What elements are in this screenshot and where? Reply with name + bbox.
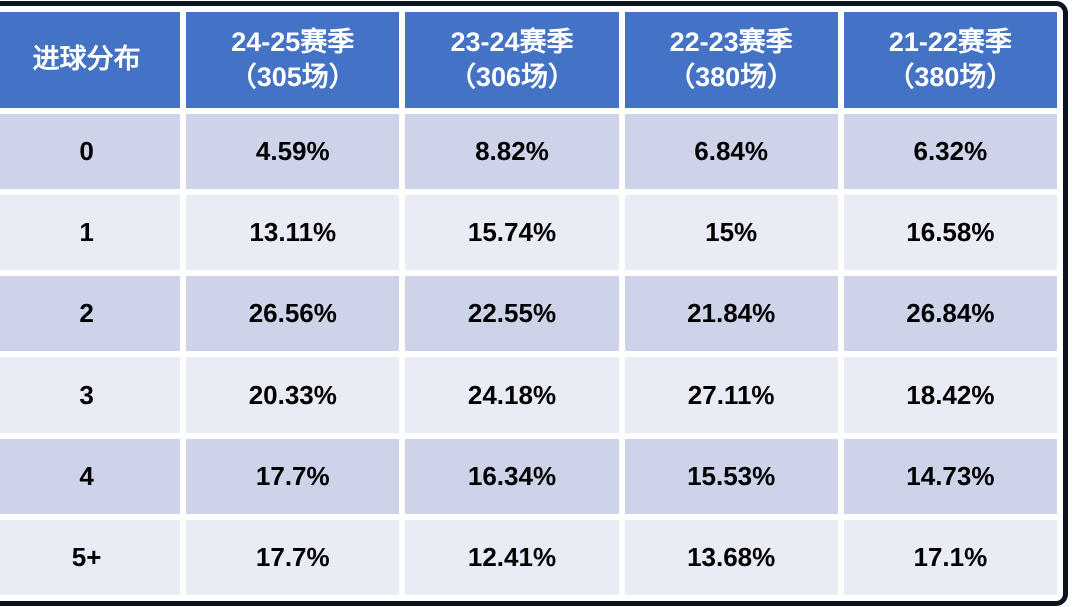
table-cell: 16.34%	[405, 438, 619, 514]
row-label: 1	[0, 195, 181, 271]
header-cell-season-24-25: 24-25赛季 （305场）	[186, 12, 400, 108]
table-cell: 15.53%	[624, 438, 838, 514]
row-label: 3	[0, 357, 181, 433]
table-cell: 27.11%	[624, 357, 838, 433]
table-row-goals-1: 1 13.11% 15.74% 15% 16.58%	[0, 195, 1057, 271]
table-cell: 8.82%	[405, 114, 619, 190]
goal-distribution-table: 进球分布 24-25赛季 （305场） 23-24赛季 （306场） 22-23…	[0, 6, 1063, 601]
season-label: 21-22赛季	[888, 26, 1012, 57]
table-cell: 26.56%	[186, 276, 400, 352]
row-label: 4	[0, 438, 181, 514]
table-cell: 20.33%	[186, 357, 400, 433]
table-cell: 14.73%	[843, 438, 1057, 514]
header-cell-season-23-24: 23-24赛季 （306场）	[405, 12, 619, 108]
table-cell: 12.41%	[405, 519, 619, 595]
table-cell: 17.1%	[843, 519, 1057, 595]
table-row-goals-3: 3 20.33% 24.18% 27.11% 18.42%	[0, 357, 1057, 433]
table-cell: 21.84%	[624, 276, 838, 352]
table-cell: 26.84%	[843, 276, 1057, 352]
season-label: 24-25赛季	[231, 26, 355, 57]
table-cell: 4.59%	[186, 114, 400, 190]
table-row-goals-2: 2 26.56% 22.55% 21.84% 26.84%	[0, 276, 1057, 352]
header-cell-season-22-23: 22-23赛季 （380场）	[624, 12, 838, 108]
season-matches: （380场）	[668, 62, 795, 92]
table-row-goals-5plus: 5+ 17.7% 12.41% 13.68% 17.1%	[0, 519, 1057, 595]
table-cell: 22.55%	[405, 276, 619, 352]
table-cell: 24.18%	[405, 357, 619, 433]
table-cell: 15%	[624, 195, 838, 271]
season-matches: （306场）	[448, 62, 575, 92]
table-cell: 17.7%	[186, 519, 400, 595]
table-cell: 13.11%	[186, 195, 400, 271]
table-cell: 13.68%	[624, 519, 838, 595]
row-label: 0	[0, 114, 181, 190]
corner-label: 进球分布	[32, 44, 141, 75]
table-row-goals-4: 4 17.7% 16.34% 15.53% 14.73%	[0, 438, 1057, 514]
table-cell: 17.7%	[186, 438, 400, 514]
season-matches: （380场）	[887, 62, 1014, 92]
table-cell: 6.84%	[624, 114, 838, 190]
row-label: 5+	[0, 519, 181, 595]
season-label: 23-24赛季	[450, 26, 574, 57]
table-cell: 18.42%	[843, 357, 1057, 433]
season-label: 22-23赛季	[669, 26, 793, 57]
row-label: 2	[0, 276, 181, 352]
header-row: 进球分布 24-25赛季 （305场） 23-24赛季 （306场） 22-23…	[0, 12, 1057, 108]
season-matches: （305场）	[229, 62, 356, 92]
table-cell: 16.58%	[843, 195, 1057, 271]
table-cell: 6.32%	[843, 114, 1057, 190]
table-cell: 15.74%	[405, 195, 619, 271]
header-cell-season-21-22: 21-22赛季 （380场）	[843, 12, 1057, 108]
header-cell-goal-distribution: 进球分布	[0, 12, 181, 108]
table-row-goals-0: 0 4.59% 8.82% 6.84% 6.32%	[0, 114, 1057, 190]
